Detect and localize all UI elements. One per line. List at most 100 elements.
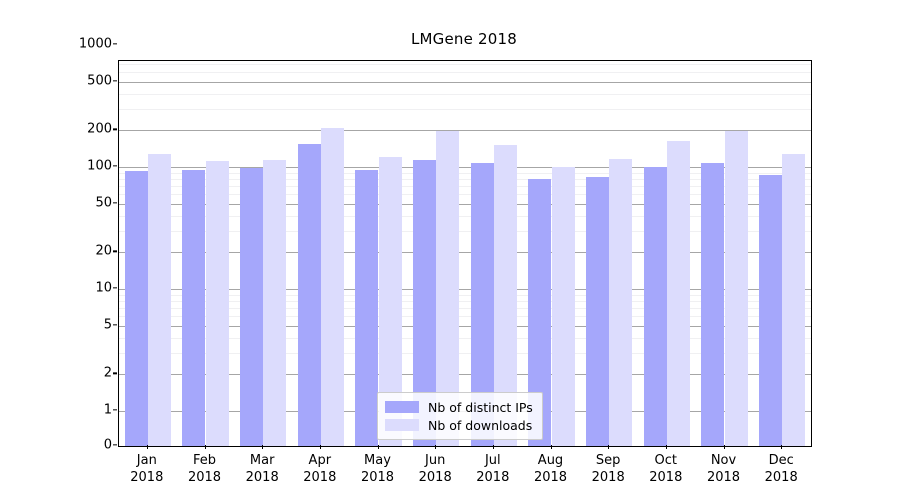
- x-axis-tick-label-year: 2018: [418, 470, 452, 485]
- x-axis-tick-label-year: 2018: [187, 470, 222, 485]
- gridline-major: [119, 81, 811, 83]
- gridline-minor: [119, 352, 811, 354]
- x-axis-tick-mark: [492, 445, 495, 449]
- legend-label-downloads: Nb of downloads: [428, 417, 533, 433]
- x-axis-tick-label: Apr 2018: [280, 452, 360, 486]
- x-axis-tick-label: Jul 2018: [453, 452, 533, 486]
- y-axis-tick-mark: [113, 43, 117, 45]
- x-axis-tick-label: May 2018: [338, 452, 418, 486]
- y-axis-tick-label: 20: [95, 243, 112, 259]
- y-axis-tick-label: 0: [103, 437, 112, 453]
- bar-dl-jan: [147, 153, 171, 446]
- gridline-minor: [119, 307, 811, 309]
- x-axis-tick-mark: [723, 445, 725, 449]
- legend-item-downloads[interactable]: Nb of downloads: [385, 416, 533, 434]
- gridline-major: [119, 252, 811, 254]
- y-axis-tick-label: 10: [95, 280, 112, 296]
- x-axis-tick-label-month: Jul: [484, 453, 501, 468]
- gridline-minor: [119, 294, 811, 296]
- x-axis-tick-mark: [608, 445, 610, 449]
- x-axis-tick-mark: [550, 445, 552, 449]
- x-axis-tick-mark: [204, 445, 206, 449]
- legend-label-distinct-ips: Nb of distinct IPs: [428, 399, 533, 415]
- gridline-minor: [119, 300, 811, 302]
- gridline-major: [119, 289, 811, 290]
- bar-dl-jun: [436, 131, 460, 446]
- bar-dl-nov: [724, 130, 748, 446]
- x-axis-tick-label-year: 2018: [245, 470, 279, 485]
- y-axis-tick-mark: [113, 409, 117, 411]
- gridline-major: [119, 167, 811, 168]
- x-axis-tick-mark: [377, 445, 379, 449]
- x-axis-tick-label-month: Jan: [136, 453, 157, 468]
- x-axis-tick-label-year: 2018: [303, 470, 337, 485]
- y-axis-tick-label: 50: [95, 195, 112, 211]
- y-axis-tick-label: 2: [103, 365, 112, 381]
- bar-ips-jun: [413, 160, 437, 446]
- gridline-minor: [119, 172, 811, 174]
- x-axis-tick-label: Jan 2018: [107, 452, 187, 486]
- bar-dl-apr: [320, 128, 344, 446]
- y-axis-tick-marks: [113, 43, 118, 446]
- x-axis-tick-label-month: Oct: [654, 453, 678, 468]
- bar-ips-aug: [528, 178, 552, 446]
- y-axis-tick-mark: [113, 372, 117, 374]
- y-axis-tick-label: 1: [103, 402, 112, 418]
- x-axis-tick-label: Dec 2018: [741, 452, 821, 486]
- x-axis-tick-label-year: 2018: [706, 470, 741, 485]
- x-axis-tick-label-month: Apr: [308, 453, 332, 468]
- bar-ips-jul: [470, 163, 494, 446]
- bar-ips-apr: [297, 143, 321, 446]
- x-axis-tick-label-month: Nov: [710, 453, 737, 468]
- gridline-minor: [119, 194, 811, 196]
- y-axis-tick-mark: [113, 165, 117, 167]
- bar-dl-dec: [782, 153, 806, 446]
- gridline-minor: [119, 316, 811, 318]
- legend-swatch-downloads: [385, 419, 419, 431]
- y-axis-tick-mark: [113, 80, 117, 82]
- bar-dl-mar: [263, 159, 287, 446]
- y-axis-tick-mark: [113, 202, 117, 204]
- x-axis-tick-label-month: Jun: [425, 453, 446, 468]
- y-axis-tick-labels: 0 1 2 5 10 20 50 100 200 500 1000: [60, 38, 112, 452]
- plot-area: [118, 60, 812, 447]
- gridline-minor: [119, 108, 811, 110]
- x-axis-tick-marks: [118, 445, 810, 450]
- x-axis-tick-label-year: 2018: [591, 470, 625, 485]
- legend-item-distinct-ips[interactable]: Nb of distinct IPs: [385, 398, 533, 416]
- bar-dl-feb: [205, 161, 229, 446]
- gridline-minor: [119, 93, 811, 95]
- y-axis-tick-label: 1000: [78, 36, 112, 52]
- x-axis-tick-mark: [146, 445, 149, 449]
- x-axis-tick-label-year: 2018: [533, 470, 568, 485]
- x-axis-tick-label: Feb 2018: [165, 452, 245, 486]
- bar-dl-oct: [666, 140, 690, 446]
- bar-ips-feb: [182, 170, 206, 446]
- x-axis-tick-label: Aug 2018: [511, 452, 591, 486]
- x-axis-tick-label-year: 2018: [130, 470, 164, 485]
- gridline-minor: [119, 215, 811, 217]
- bar-dl-may: [378, 156, 402, 446]
- y-axis-tick-label: 5: [103, 317, 112, 333]
- x-axis-tick-label: Sep 2018: [568, 452, 648, 486]
- x-axis-tick-mark: [319, 445, 322, 449]
- x-axis-tick-label-year: 2018: [764, 470, 798, 485]
- gridline-minor: [119, 63, 811, 65]
- gridline-major: [119, 130, 811, 132]
- x-axis-tick-mark: [665, 445, 668, 449]
- chart-legend: Nb of distinct IPs Nb of downloads: [377, 392, 543, 440]
- y-axis-tick-mark: [113, 444, 117, 446]
- y-axis-tick-mark: [113, 128, 117, 130]
- bar-ips-dec: [759, 175, 783, 446]
- bar-dl-aug: [551, 166, 575, 446]
- x-axis-tick-label-year: 2018: [649, 470, 683, 485]
- x-axis-tick-label-month: Aug: [537, 453, 564, 468]
- gridline-major: [119, 203, 811, 205]
- bar-ips-jan: [124, 170, 148, 446]
- chart-title: LMGene 2018: [410, 30, 518, 48]
- gridline-minor: [119, 178, 811, 180]
- y-axis-tick-mark: [113, 287, 117, 289]
- x-axis-tick-mark: [262, 445, 264, 449]
- x-axis-tick-label-month: May: [364, 453, 391, 468]
